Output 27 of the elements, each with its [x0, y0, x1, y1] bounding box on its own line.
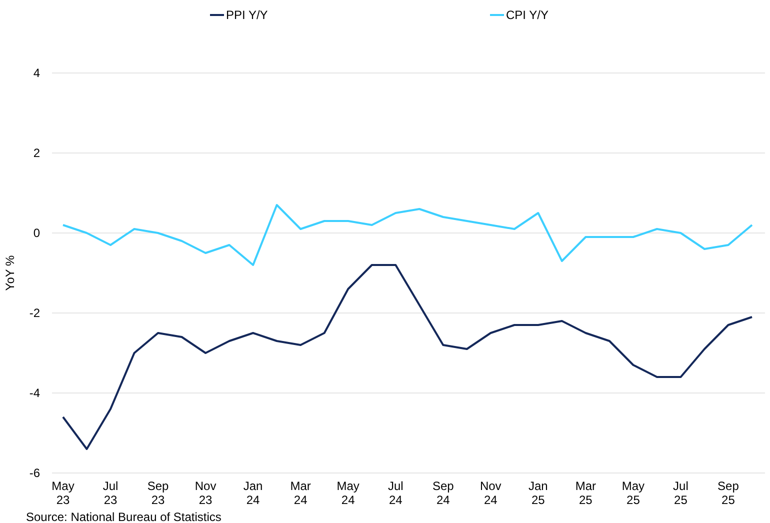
- x-tick-label: Jan 25: [528, 479, 548, 507]
- x-tick-label: May 24: [336, 479, 360, 507]
- x-tick-label: Jul 25: [673, 479, 688, 507]
- x-tick-label: Sep 23: [147, 479, 170, 507]
- x-tick-label: Sep 24: [432, 479, 454, 507]
- x-tick-label: Jan 24: [243, 479, 263, 507]
- y-tick-label: -2: [29, 306, 40, 320]
- source-note: Source: National Bureau of Statistics: [26, 510, 222, 523]
- legend-label: PPI Y/Y: [226, 8, 268, 22]
- legend-label: CPI Y/Y: [506, 8, 548, 22]
- line-series: [62, 204, 753, 266]
- y-tick-label: 0: [33, 226, 40, 240]
- x-tick-label: May 25: [622, 479, 645, 507]
- x-tick-label: Mar 25: [575, 479, 596, 507]
- y-tick-label: -4: [29, 386, 40, 400]
- x-tick-label: May 23: [52, 479, 74, 507]
- x-tick-label: Nov 24: [480, 479, 502, 507]
- y-tick-label: 2: [33, 146, 40, 160]
- line-series: [62, 264, 753, 450]
- x-tick-label: Jul 24: [388, 479, 404, 507]
- x-tick-label: Sep 25: [718, 479, 740, 507]
- y-tick-label: -6: [29, 466, 40, 480]
- x-tick-label: Jul 23: [102, 479, 118, 507]
- x-tick-label: Mar 24: [290, 479, 311, 507]
- y-tick-label: 4: [33, 66, 40, 80]
- x-tick-label: Nov 23: [194, 479, 216, 507]
- y-axis-title: YoY %: [3, 254, 17, 291]
